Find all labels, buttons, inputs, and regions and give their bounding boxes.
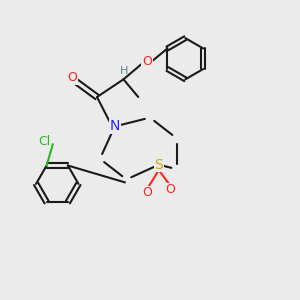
Text: H: H (120, 66, 128, 76)
Text: O: O (142, 186, 152, 199)
Text: N: N (110, 119, 120, 134)
Text: Cl: Cl (38, 135, 50, 148)
Text: O: O (67, 71, 77, 84)
Text: S: S (154, 158, 163, 172)
Text: O: O (166, 183, 176, 196)
Text: O: O (142, 55, 152, 68)
